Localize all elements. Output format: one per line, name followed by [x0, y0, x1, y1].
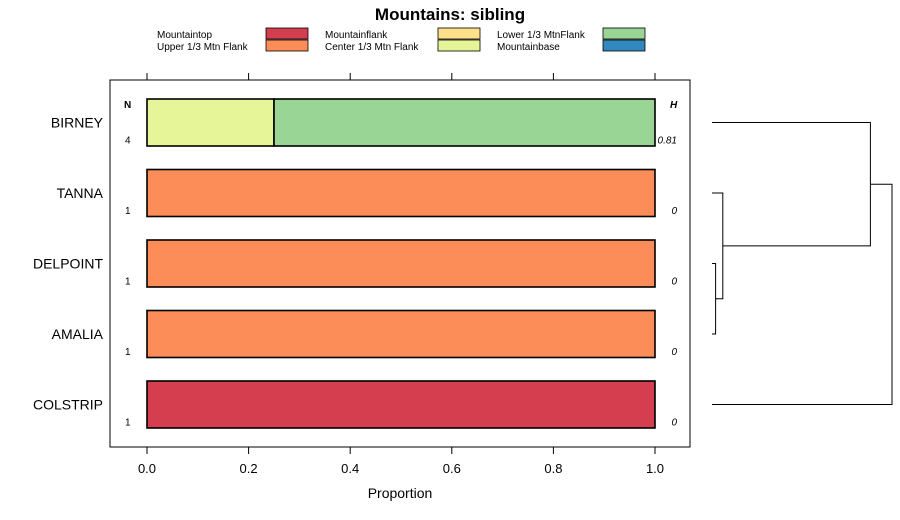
legend-swatch [437, 39, 481, 52]
bar-segment [146, 98, 275, 147]
dendrogram-branch [712, 183, 893, 405]
h-values: 0.81 0 0 0 0 [658, 136, 678, 429]
h-value: 0.81 [658, 136, 677, 147]
x-tick-label: 0.0 [138, 461, 156, 476]
legend-swatch [437, 27, 481, 40]
x-axis: 0.0 0.2 0.4 0.6 0.8 1.0 [138, 73, 664, 476]
category-label: TANNA [57, 185, 104, 201]
legend-label: Mountainflank [325, 30, 388, 41]
category-label: BIRNEY [51, 115, 104, 131]
legend-label: Center 1/3 Mtn Flank [325, 42, 419, 53]
x-tick-label: 0.2 [240, 461, 258, 476]
x-tick-label: 0.8 [544, 461, 562, 476]
h-value: 0 [671, 347, 677, 358]
n-value: 1 [125, 347, 131, 358]
bars [146, 98, 656, 429]
n-values: 4 1 1 1 1 [125, 136, 131, 429]
legend-label: Upper 1/3 Mtn Flank [157, 42, 249, 53]
dendrogram [712, 122, 893, 405]
x-tick-label: 0.6 [443, 461, 461, 476]
legend-swatch [265, 39, 309, 52]
category-label: COLSTRIP [33, 397, 103, 413]
dendrogram-branch [712, 122, 871, 247]
legend-swatch [602, 27, 646, 40]
n-value: 4 [125, 136, 131, 147]
legend-label: Lower 1/3 MtnFlank [497, 30, 586, 41]
n-value: 1 [125, 206, 131, 217]
category-label: DELPOINT [33, 256, 103, 272]
bar-segment [146, 168, 656, 218]
legend-label: Mountaintop [157, 30, 212, 41]
dendrogram-branch [712, 263, 717, 335]
category-label: AMALIA [52, 326, 104, 342]
x-tick-label: 1.0 [646, 461, 664, 476]
legend-swatch [602, 39, 646, 52]
h-value: 0 [671, 418, 677, 429]
dendrogram-branch [712, 192, 724, 300]
bar-segment [146, 380, 656, 429]
chart-title: Mountains: sibling [375, 5, 525, 24]
x-tick-label: 0.4 [341, 461, 359, 476]
plot-frame [109, 79, 691, 448]
h-value: 0 [671, 206, 677, 217]
legend-swatch [265, 27, 309, 40]
category-labels: BIRNEY TANNA DELPOINT AMALIA COLSTRIP [33, 115, 104, 413]
h-header: H [670, 100, 678, 111]
bar-segment [146, 309, 656, 359]
n-value: 1 [125, 418, 131, 429]
h-value: 0 [671, 277, 677, 288]
n-header: N [124, 100, 131, 111]
n-value: 1 [125, 277, 131, 288]
legend-label: Mountainbase [497, 42, 560, 53]
bar-segment [146, 239, 656, 288]
bar-segment [273, 98, 656, 147]
x-axis-label: Proportion [368, 485, 433, 501]
